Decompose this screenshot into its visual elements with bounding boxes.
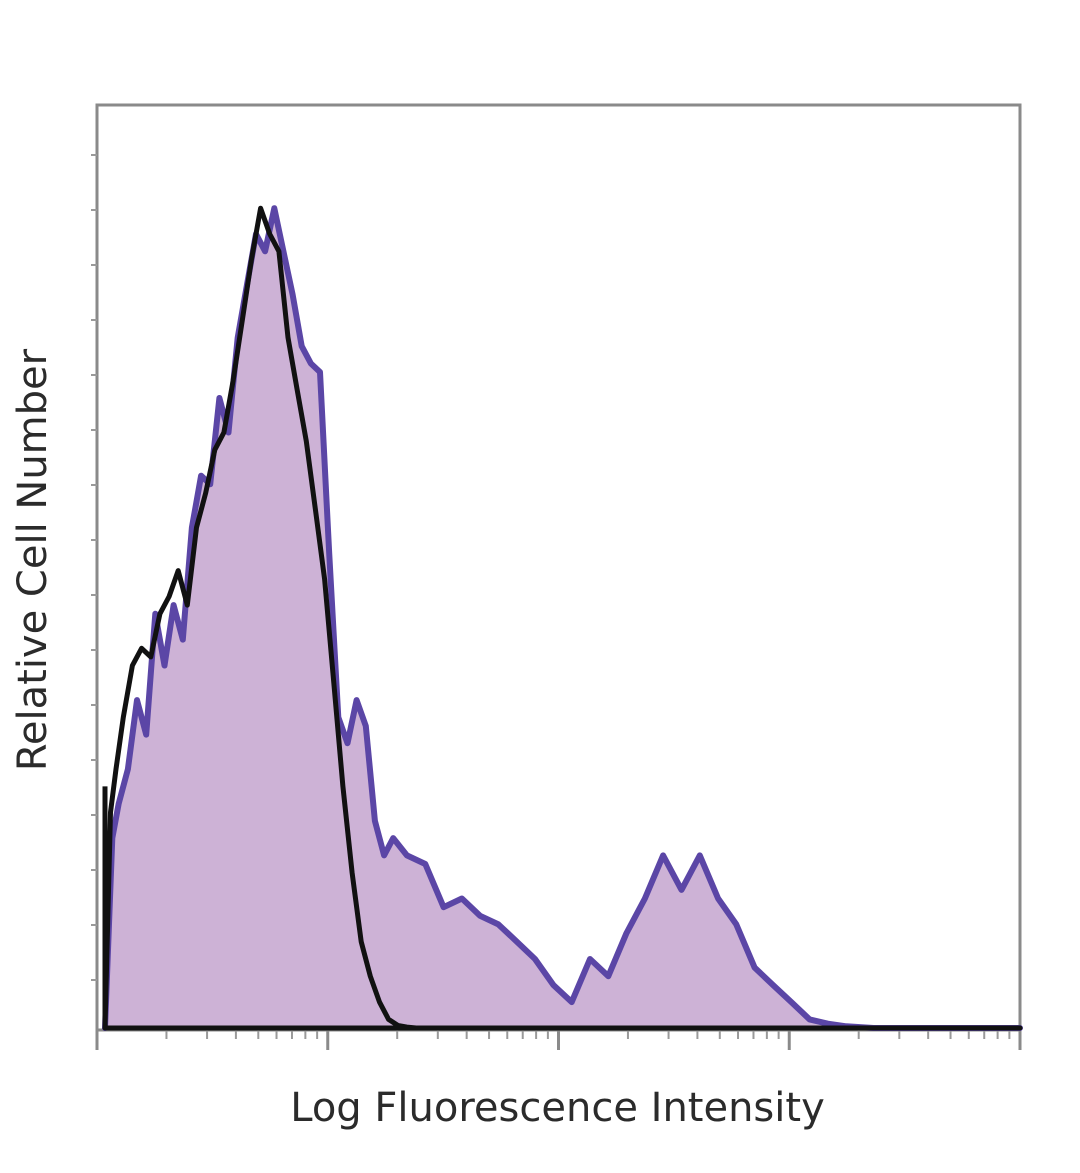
series-fill-area bbox=[105, 208, 1020, 1028]
x-axis-title: Log Fluorescence Intensity bbox=[290, 1085, 825, 1131]
series-stained-outline bbox=[102, 205, 1023, 1031]
y-axis-title: Relative Cell Number bbox=[10, 348, 56, 772]
